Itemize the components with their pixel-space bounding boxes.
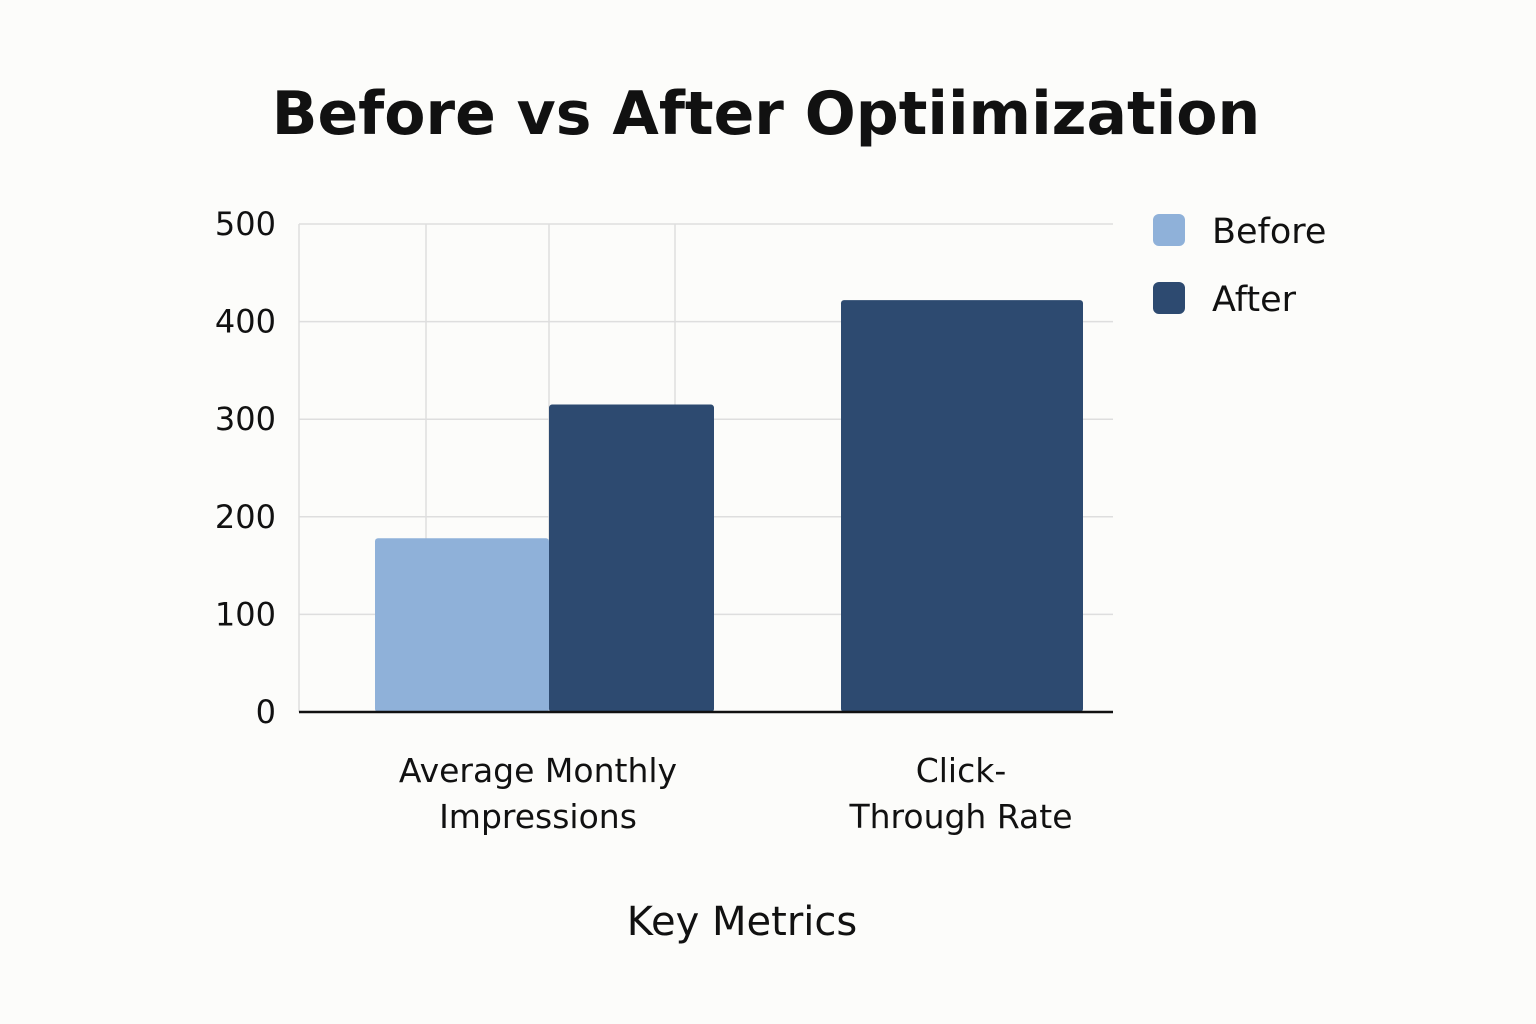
y-tick-label-0: 0 <box>256 693 276 731</box>
legend-label-before: Before <box>1212 212 1326 252</box>
bar-after-2 <box>841 300 1083 712</box>
legend-swatch-after <box>1153 282 1185 314</box>
category-label-2: Click- Through Rate <box>848 751 1072 836</box>
bar-after-1 <box>549 404 714 712</box>
legend-label-after: After <box>1212 280 1297 320</box>
y-tick-label-300: 300 <box>215 400 276 438</box>
category-label-1: Average Monthly Impressions <box>399 751 677 836</box>
x-category-labels: Average Monthly Impressions Click- Through … <box>399 751 1073 836</box>
category-label-1-line-1: Average Monthly <box>399 751 677 790</box>
category-label-1-line-2: Impressions <box>439 797 637 836</box>
axes <box>298 224 1113 714</box>
category-label-2-line-2: Through Rate <box>848 797 1072 836</box>
y-tick-label-500: 500 <box>215 205 276 243</box>
category-label-2-line-1: Click- <box>916 751 1007 790</box>
y-tick-label-100: 100 <box>215 595 276 633</box>
legend-swatch-before <box>1153 214 1185 246</box>
y-tick-label-400: 400 <box>215 303 276 341</box>
legend: Before After <box>1153 212 1326 320</box>
bar-before-1 <box>375 538 549 712</box>
x-axis-label: Key Metrics <box>627 899 857 945</box>
bars <box>375 300 1083 712</box>
y-tick-labels: 0 100 200 300 400 500 <box>215 205 276 731</box>
y-tick-label-200: 200 <box>215 498 276 536</box>
chart-title: Before vs After Optiimization <box>272 79 1260 149</box>
